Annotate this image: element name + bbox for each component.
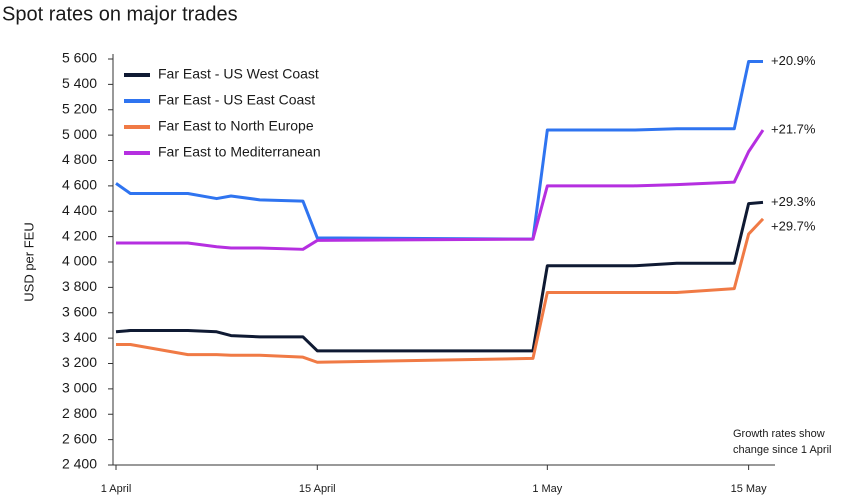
y-tick-label: 3 400: [62, 329, 97, 345]
y-tick-label: 5 200: [62, 100, 97, 116]
y-tick-label: 4 800: [62, 151, 97, 167]
y-axis-label: USD per FEU: [21, 222, 36, 301]
y-tick-label: 4 200: [62, 227, 97, 243]
legend-label: Far East - US East Coast: [158, 92, 315, 108]
chart-title: Spot rates on major trades: [2, 3, 238, 25]
y-tick-label: 3 200: [62, 354, 97, 370]
end-label: +21.7%: [771, 121, 816, 136]
annotation: change since 1 April: [733, 444, 831, 456]
y-tick-label: 4 400: [62, 202, 97, 218]
y-tick-label: 3 800: [62, 278, 97, 294]
legend-label: Far East - US West Coast: [158, 66, 319, 82]
series-line: [115, 60, 763, 241]
y-tick-label: 4 000: [62, 253, 97, 269]
end-label: +20.9%: [771, 53, 816, 68]
x-tick-label: 1 April: [101, 483, 132, 495]
legend-label: Far East to Mediterranean: [158, 144, 321, 160]
legend-label: Far East to North Europe: [158, 118, 314, 134]
end-label: +29.7%: [771, 218, 816, 233]
y-tick-label: 2 600: [62, 430, 97, 446]
y-tick-label: 5 400: [62, 75, 97, 91]
series-line: [116, 217, 765, 364]
y-tick-label: 2 400: [62, 456, 97, 472]
annotation: Growth rates show: [733, 428, 825, 440]
y-tick-label: 4 600: [62, 177, 97, 193]
series-line: [115, 200, 764, 353]
y-tick-label: 2 800: [62, 405, 97, 421]
x-tick-label: 1 May: [532, 483, 562, 495]
x-tick-label: 15 April: [299, 483, 336, 495]
y-tick-label: 3 600: [62, 303, 97, 319]
y-tick-label: 3 000: [62, 380, 97, 396]
end-label: +29.3%: [771, 194, 816, 209]
y-tick-label: 5 600: [62, 50, 97, 66]
x-tick-label: 15 May: [731, 483, 768, 495]
y-tick-label: 5 000: [62, 126, 97, 142]
series-line: [116, 129, 765, 251]
